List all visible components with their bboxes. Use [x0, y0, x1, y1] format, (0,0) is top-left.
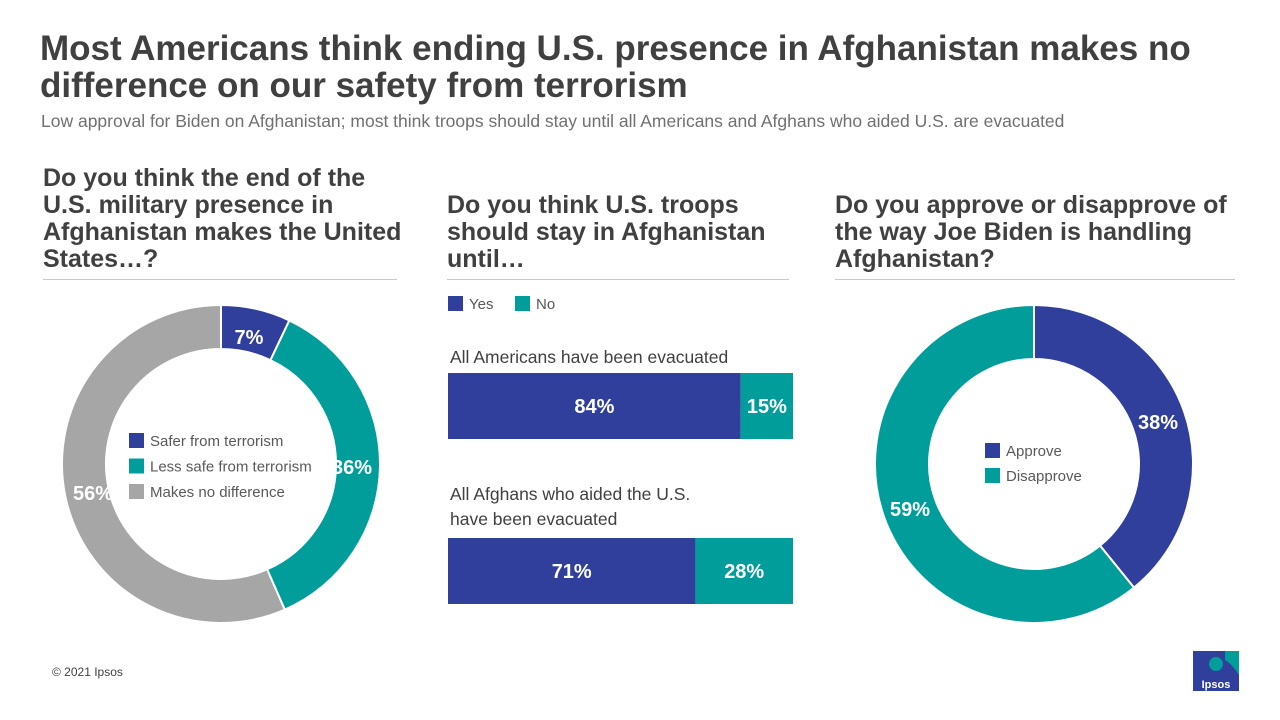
donut3-legend-swatch-1: [985, 468, 1000, 483]
bar-0-label-1: 15%: [747, 396, 787, 418]
copyright-text: © 2021 Ipsos: [52, 665, 123, 679]
question-3-title: Do you approve or disapprove of the way …: [835, 191, 1227, 273]
donut1-legend-swatch-2: [129, 484, 144, 499]
donut3-legend-swatch-0: [985, 443, 1000, 458]
bar-1-label-0: 71%: [552, 561, 592, 583]
donut1-legend-label-2: Makes no difference: [150, 484, 285, 501]
donut3-slice-1: [874, 303, 1136, 624]
donut1-label-2: 56%: [73, 483, 113, 505]
bar-1-segment-1: [695, 538, 793, 604]
question-1-rule: [43, 279, 397, 280]
page-title: Most Americans think ending U.S. presenc…: [40, 29, 1191, 105]
bar-0-segment-0: [448, 373, 741, 439]
donut3-label-1: 59%: [890, 499, 930, 521]
bar-legend-label-1: No: [536, 296, 555, 313]
question-2-rule: [447, 279, 789, 280]
donut3-legend-label-0: Approve: [1006, 443, 1062, 460]
bar-category-label-0: All Americans have been evacuated: [450, 347, 728, 367]
bar-legend-label-0: Yes: [469, 296, 493, 313]
donut1-legend-swatch-1: [129, 458, 144, 474]
donut1-legend-label-1: Less safe from terrorism: [150, 459, 312, 476]
bar-category-label-1-line-1: have been evacuated: [450, 509, 617, 529]
bar-0-label-0: 84%: [574, 396, 614, 418]
bar-legend-swatch-0: [448, 296, 463, 311]
question-1-title: Do you think the end of the U.S. militar…: [43, 164, 402, 273]
donut3-label-0: 38%: [1138, 412, 1178, 434]
donut1-legend-label-0: Safer from terrorism: [150, 433, 283, 450]
question-2-title: Do you think U.S. troops should stay in …: [447, 191, 766, 273]
bar-legend-swatch-1: [515, 296, 530, 311]
donut3-legend-label-1: Disapprove: [1006, 468, 1082, 485]
bar-0-segment-1: [740, 373, 793, 439]
page-subtitle: Low approval for Biden on Afghanistan; m…: [41, 111, 1065, 131]
bar-category-label-1-line-0: All Afghans who aided the U.S.: [450, 484, 690, 504]
donut1-slice-1: [265, 319, 381, 611]
donut1-slice-2: [61, 303, 287, 624]
donut1-label-1: 36%: [332, 457, 372, 479]
bar-1-label-1: 28%: [724, 561, 764, 583]
donut3-slice-0: [1033, 303, 1194, 590]
donut1-legend-swatch-0: [129, 433, 144, 448]
donut1-label-0: 7%: [235, 327, 264, 349]
bar-1-segment-0: [448, 538, 696, 604]
question-3-rule: [835, 279, 1235, 280]
